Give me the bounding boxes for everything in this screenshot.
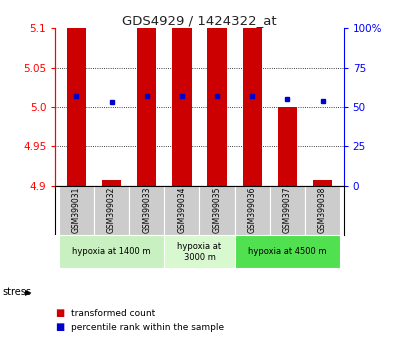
Bar	[235, 235, 340, 268]
Bar	[102, 180, 121, 185]
Text: percentile rank within the sample: percentile rank within the sample	[71, 323, 224, 332]
Bar	[172, 28, 192, 185]
Bar	[207, 28, 227, 185]
Text: hypoxia at 4500 m: hypoxia at 4500 m	[248, 247, 327, 256]
Text: hypoxia at 1400 m: hypoxia at 1400 m	[72, 247, 151, 256]
Text: hypoxia at
3000 m: hypoxia at 3000 m	[177, 242, 222, 262]
Text: ■: ■	[55, 308, 64, 318]
Bar	[235, 185, 270, 235]
Text: GSM399032: GSM399032	[107, 187, 116, 233]
Bar	[59, 235, 164, 268]
Bar	[129, 185, 164, 235]
Bar	[270, 185, 305, 235]
Text: GSM399037: GSM399037	[283, 187, 292, 233]
Bar	[243, 28, 262, 185]
Bar	[94, 185, 129, 235]
Title: GDS4929 / 1424322_at: GDS4929 / 1424322_at	[122, 14, 277, 27]
Bar	[278, 107, 297, 185]
Text: ▶: ▶	[25, 287, 31, 297]
Bar	[305, 185, 340, 235]
Text: GSM399036: GSM399036	[248, 187, 257, 233]
Bar	[164, 235, 235, 268]
Text: transformed count: transformed count	[71, 309, 155, 318]
Text: GSM399031: GSM399031	[72, 187, 81, 233]
Text: GSM399034: GSM399034	[177, 187, 186, 233]
Text: GSM399035: GSM399035	[213, 187, 222, 233]
Bar	[67, 28, 86, 185]
Bar	[313, 180, 332, 185]
Bar	[199, 185, 235, 235]
Bar	[59, 185, 94, 235]
Text: stress: stress	[2, 287, 31, 297]
Bar	[137, 28, 156, 185]
Bar	[164, 185, 199, 235]
Text: GSM399038: GSM399038	[318, 187, 327, 233]
Text: ■: ■	[55, 322, 64, 332]
Text: GSM399033: GSM399033	[142, 187, 151, 233]
